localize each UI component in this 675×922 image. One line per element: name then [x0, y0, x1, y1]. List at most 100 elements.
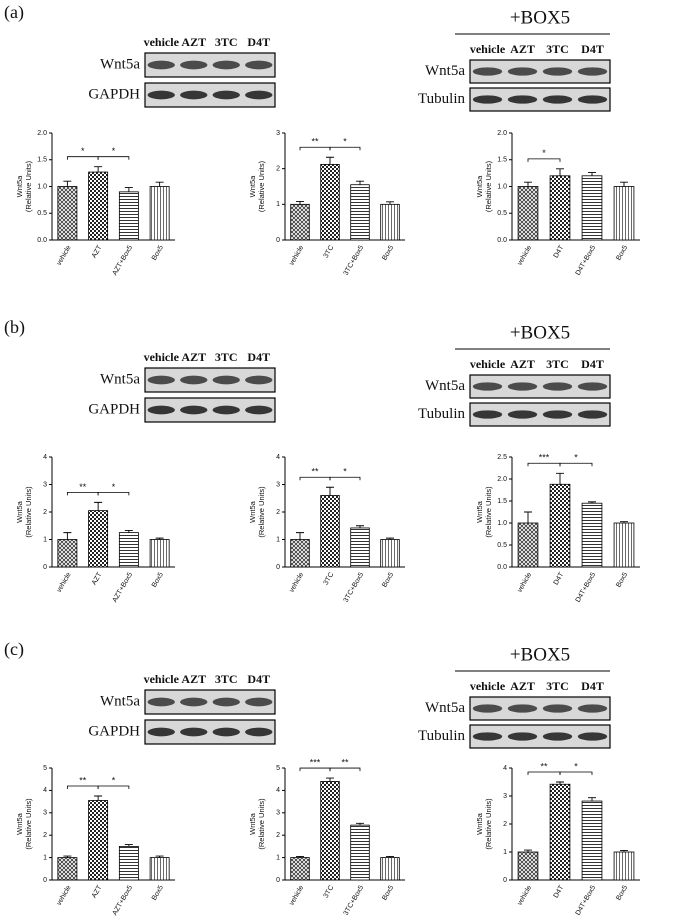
x-tick-label: vehicle — [56, 244, 73, 266]
bar — [149, 539, 170, 568]
y-axis-label: Wnt5a — [15, 812, 24, 835]
y-axis-label: Wnt5a — [248, 175, 257, 198]
blot-band — [577, 704, 608, 713]
y-tick-label: 1.0 — [497, 183, 507, 190]
bar — [118, 191, 139, 241]
y-tick-label: 4 — [43, 454, 47, 461]
panel-label: (b) — [4, 317, 25, 338]
error-bar — [155, 181, 164, 187]
x-tick-label: Box5 — [151, 571, 165, 588]
y-tick-label: 0 — [276, 564, 280, 571]
x-tick-label: D4T+Box5 — [575, 884, 598, 916]
y-tick-label: 0.0 — [37, 237, 47, 244]
lane-label: 3TC — [546, 42, 569, 56]
x-tick-label: vehicle — [516, 571, 533, 593]
blot-band — [147, 697, 175, 707]
y-tick-label: 1.5 — [497, 498, 507, 505]
lane-label: vehicle — [144, 350, 180, 364]
x-tick-label: AZT+Box5 — [112, 244, 135, 276]
blot-band — [577, 732, 608, 741]
blot-band — [542, 704, 573, 713]
blot-band — [245, 405, 273, 415]
x-tick-label: AZT — [91, 244, 104, 260]
bar — [149, 857, 170, 881]
error-bar — [588, 797, 596, 802]
x-tick-label: AZT — [91, 884, 104, 900]
y-axis-label: (Relative Units) — [24, 486, 33, 538]
x-tick-label: vehicle — [56, 884, 73, 906]
blot-band — [212, 727, 240, 737]
significance-bracket — [527, 771, 561, 775]
bar — [118, 846, 139, 881]
blot-band — [577, 382, 608, 391]
error-bar — [326, 777, 334, 782]
significance-bracket — [329, 476, 361, 481]
y-tick-label: 2 — [276, 832, 280, 839]
y-axis-label: (Relative Units) — [484, 486, 493, 538]
blot-band — [147, 90, 175, 100]
bar — [613, 522, 635, 568]
error-bar — [155, 537, 164, 540]
y-tick-label: 3 — [43, 810, 47, 817]
y-tick-label: 0 — [276, 237, 280, 244]
bar — [613, 186, 635, 241]
x-tick-label: Box5 — [381, 244, 395, 261]
bar — [57, 857, 78, 881]
bar — [88, 510, 109, 568]
y-axis-label: Wnt5a — [15, 175, 24, 198]
lane-label: D4T — [581, 357, 604, 371]
error-bar — [356, 822, 364, 826]
y-tick-label: 0.5 — [497, 210, 507, 217]
x-tick-label: 3TC+Box5 — [343, 884, 366, 916]
error-bar — [94, 166, 103, 173]
x-tick-label: 3TC — [323, 884, 336, 899]
significance-label: ** — [540, 761, 548, 771]
error-bar — [296, 856, 304, 858]
y-tick-label: 0.5 — [497, 542, 507, 549]
bar — [581, 175, 603, 241]
y-tick-label: 2 — [43, 509, 47, 516]
error-bar — [524, 181, 532, 187]
significance-label: * — [81, 146, 85, 156]
bar — [320, 781, 340, 881]
blot-band — [542, 382, 573, 391]
y-axis-label: (Relative Units) — [257, 798, 266, 850]
blot-title: +BOX5 — [510, 644, 570, 665]
y-tick-label: 5 — [276, 765, 280, 772]
row-label: GAPDH — [88, 86, 140, 102]
lane-label: AZT — [181, 672, 206, 686]
blot-band — [472, 732, 503, 741]
y-axis-label: Wnt5a — [475, 500, 484, 523]
error-bar — [620, 521, 628, 523]
row-label: Tubulin — [418, 406, 465, 422]
bar — [517, 186, 539, 241]
y-tick-label: 1.0 — [37, 183, 47, 190]
x-tick-label: vehicle — [288, 244, 305, 266]
blot-band — [245, 60, 273, 70]
x-tick-label: vehicle — [288, 571, 305, 593]
x-tick-label: Box5 — [615, 884, 629, 901]
error-bar — [94, 501, 103, 511]
significance-bracket — [559, 462, 593, 467]
lane-label: AZT — [510, 679, 535, 693]
lane-label: vehicle — [144, 35, 180, 49]
significance-label: ** — [341, 757, 349, 767]
blot-strip — [469, 374, 611, 399]
row-label: Wnt5a — [100, 371, 140, 387]
error-bar — [63, 532, 72, 540]
y-tick-label: 4 — [503, 765, 507, 772]
significance-label: * — [574, 453, 578, 463]
x-tick-label: Box5 — [615, 571, 629, 588]
bar — [320, 163, 340, 241]
lane-label: AZT — [181, 350, 206, 364]
bar — [517, 522, 539, 568]
bar — [290, 203, 310, 241]
error-bar — [524, 511, 532, 523]
blot-band — [212, 60, 240, 70]
blot-band — [180, 375, 208, 385]
blot-band — [245, 90, 273, 100]
blot-title: +BOX5 — [510, 322, 570, 343]
blot-band — [147, 375, 175, 385]
bar — [290, 857, 310, 881]
significance-bracket — [559, 771, 593, 775]
